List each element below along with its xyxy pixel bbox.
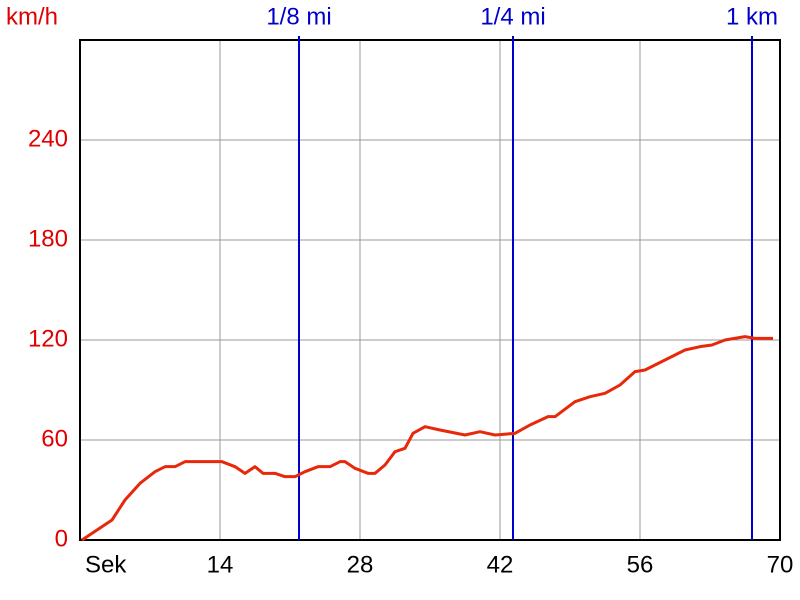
y-tick-label: 60 bbox=[41, 425, 68, 452]
plot-frame bbox=[79, 39, 781, 541]
x-tick-label: Sek bbox=[85, 551, 127, 578]
x-tick-label: 42 bbox=[487, 551, 514, 578]
x-tick-label: 70 bbox=[767, 551, 794, 578]
y-tick-label: 180 bbox=[28, 225, 68, 252]
distance-label: 1/8 mi bbox=[266, 3, 331, 30]
distance-label: 1/4 mi bbox=[480, 3, 545, 30]
y-tick-label: 240 bbox=[28, 125, 68, 152]
x-tick-label: 14 bbox=[207, 551, 234, 578]
x-tick-label: 28 bbox=[347, 551, 374, 578]
speed-line bbox=[81, 335, 773, 542]
y-axis-label: km/h bbox=[6, 3, 58, 30]
x-tick-label: 56 bbox=[627, 551, 654, 578]
y-tick-label: 0 bbox=[55, 525, 68, 552]
y-tick-label: 120 bbox=[28, 325, 68, 352]
distance-label: 1 km bbox=[726, 3, 778, 30]
